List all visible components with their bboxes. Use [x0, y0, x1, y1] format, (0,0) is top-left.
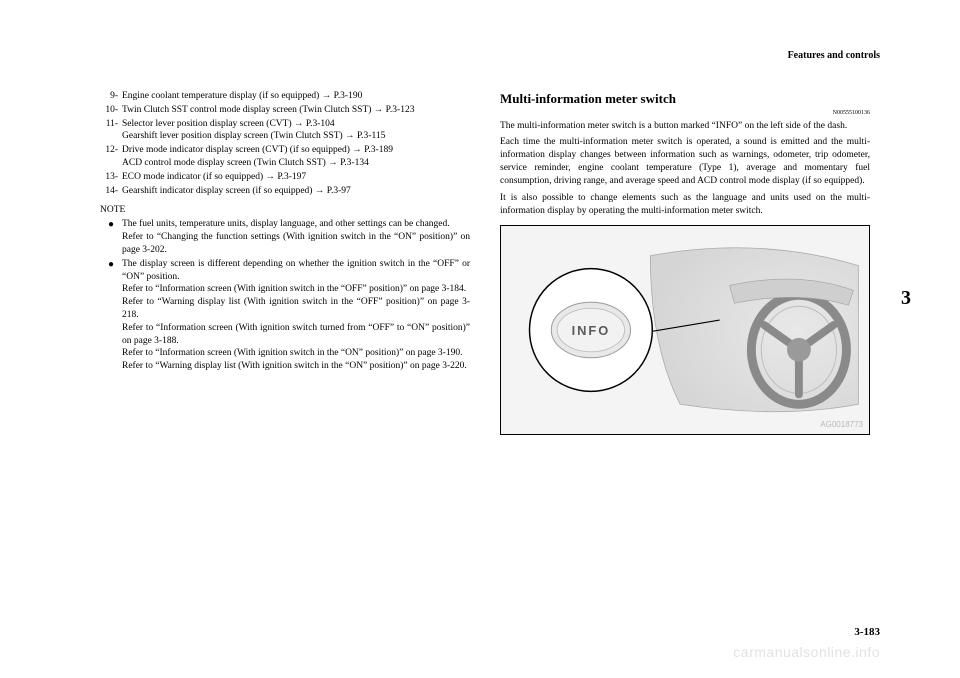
note-bullet: ● The fuel units, temperature units, dis… [100, 218, 470, 256]
list-num: 9- [100, 90, 122, 103]
list-item: 13- ECO mode indicator (if so equipped) … [100, 171, 470, 184]
info-button-label: INFO [572, 323, 611, 338]
section-code: N00555100136 [500, 109, 870, 117]
list-text: Drive mode indicator display screen (CVT… [122, 144, 470, 170]
page-number: 3-183 [854, 626, 880, 638]
paragraph: The multi-information meter switch is a … [500, 120, 870, 133]
bullet-text: The display screen is different dependin… [122, 258, 470, 373]
note-bullet: ● The display screen is different depend… [100, 258, 470, 373]
list-text: Gearshift indicator display screen (if s… [122, 185, 470, 198]
list-num: 11- [100, 118, 122, 144]
list-num: 12- [100, 144, 122, 170]
note-label: NOTE [100, 204, 470, 217]
list-text: Selector lever position display screen (… [122, 118, 470, 144]
bullet-text: The fuel units, temperature units, displ… [122, 218, 470, 256]
bullet-icon: ● [100, 258, 122, 373]
list-text: Twin Clutch SST control mode display scr… [122, 104, 470, 117]
paragraph: Each time the multi-information meter sw… [500, 136, 870, 187]
list-num: 14- [100, 185, 122, 198]
list-num: 13- [100, 171, 122, 184]
paragraph: It is also possible to change elements s… [500, 192, 870, 218]
header-section: Features and controls [788, 50, 880, 61]
list-item: 9- Engine coolant temperature display (i… [100, 90, 470, 103]
list-text: ECO mode indicator (if so equipped) → P.… [122, 171, 470, 184]
list-text: Engine coolant temperature display (if s… [122, 90, 470, 103]
section-title: Multi-information meter switch [500, 90, 870, 108]
watermark: carmanualsonline.info [733, 644, 880, 660]
dashboard-svg: INFO [501, 226, 869, 434]
content-columns: 9- Engine coolant temperature display (i… [100, 90, 880, 435]
list-item: 11- Selector lever position display scre… [100, 118, 470, 144]
list-item: 10- Twin Clutch SST control mode display… [100, 104, 470, 117]
bullet-icon: ● [100, 218, 122, 256]
left-column: 9- Engine coolant temperature display (i… [100, 90, 470, 435]
list-num: 10- [100, 104, 122, 117]
chapter-tab: 3 [892, 280, 920, 316]
illustration-code: AG0018773 [820, 420, 863, 431]
list-item: 12- Drive mode indicator display screen … [100, 144, 470, 170]
right-column: Multi-information meter switch N00555100… [500, 90, 870, 435]
illustration-dashboard: INFO AG0018773 [500, 225, 870, 435]
list-item: 14- Gearshift indicator display screen (… [100, 185, 470, 198]
